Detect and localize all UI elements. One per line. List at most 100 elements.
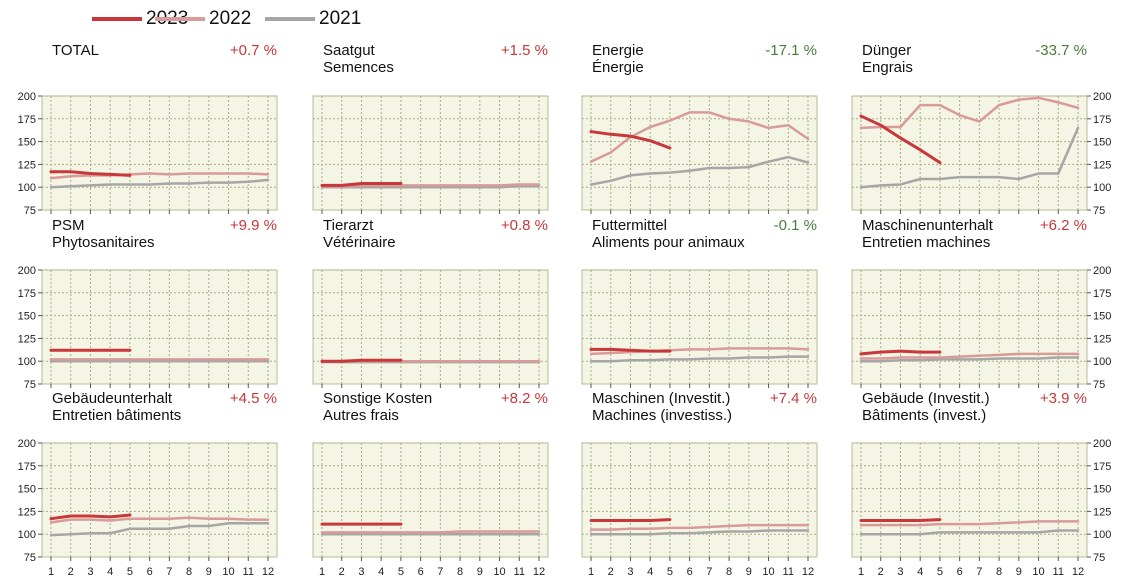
- y-tick-label: 150: [18, 484, 36, 496]
- x-tick-label: 5: [937, 566, 943, 578]
- panel-change: -0.1 %: [774, 217, 817, 234]
- y-tick-label: 125: [1093, 159, 1111, 171]
- y-tick-label: 125: [1093, 333, 1111, 345]
- x-tick-label: 10: [1032, 566, 1044, 578]
- series-line-2022: [320, 530, 541, 534]
- x-tick-label: 9: [206, 566, 212, 578]
- panel-title: Gebäudeunterhalt: [52, 390, 173, 407]
- series-line-2023: [589, 130, 672, 150]
- plot-area: [581, 442, 818, 558]
- panel-title: Sonstige Kosten: [323, 390, 432, 407]
- x-tick-label: 5: [398, 566, 404, 578]
- panel-title: Dünger: [862, 42, 911, 59]
- panel-change: +3.9 %: [1040, 390, 1087, 407]
- series-line-2022: [859, 96, 1080, 130]
- series-line-2023: [49, 170, 132, 177]
- x-tick-label: 3: [358, 566, 364, 578]
- panel-title: Gebäude (Investit.): [862, 390, 990, 407]
- series-line-2021: [320, 185, 541, 189]
- series-line-2022: [320, 183, 541, 188]
- series-line-2021: [49, 178, 270, 189]
- x-tick-label: 6: [957, 566, 963, 578]
- x-tick-label: 11: [243, 566, 254, 578]
- y-tick-label: 75: [1093, 205, 1105, 217]
- panel-title: Maschinenunterhalt: [862, 217, 994, 234]
- panel-change: +0.8 %: [501, 217, 548, 234]
- x-tick-label: 1: [48, 566, 54, 578]
- x-tick-label: 2: [608, 566, 614, 578]
- x-tick-label: 2: [68, 566, 74, 578]
- x-tick-label: 4: [378, 566, 384, 578]
- series-line-2023: [320, 358, 403, 363]
- y-tick-label: 150: [18, 311, 36, 323]
- panel-subtitle: Aliments pour animaux: [592, 234, 745, 251]
- x-tick-label: 9: [746, 566, 752, 578]
- y-tick-label: 200: [1093, 91, 1111, 103]
- x-tick-label: 9: [477, 566, 483, 578]
- x-tick-label: 12: [533, 566, 545, 578]
- legend-swatch-2021: [265, 17, 315, 21]
- y-tick-label: 75: [24, 379, 36, 391]
- x-tick-label: 8: [457, 566, 463, 578]
- x-tick-label: 10: [493, 566, 505, 578]
- x-tick-label: 5: [667, 566, 673, 578]
- series-line-2021: [49, 522, 270, 537]
- panel-subtitle: Vétérinaire: [323, 234, 396, 251]
- x-tick-label: 6: [687, 566, 693, 578]
- series-line-2021: [589, 155, 810, 186]
- panel-change: +8.2 %: [501, 390, 548, 407]
- plot-area: [581, 269, 818, 385]
- y-tick-label: 125: [18, 506, 36, 518]
- series-line-2023: [859, 349, 942, 356]
- panel-subtitle: Énergie: [592, 59, 644, 76]
- x-tick-label: 7: [437, 566, 443, 578]
- plot-area: [312, 442, 549, 558]
- x-tick-label: 9: [1016, 566, 1022, 578]
- panel-title: Tierarzt: [323, 217, 374, 234]
- x-tick-label: 6: [418, 566, 424, 578]
- series-line-2022: [49, 172, 270, 180]
- legend-label: 2021: [319, 8, 362, 29]
- y-tick-label: 200: [18, 91, 36, 103]
- y-tick-label: 175: [1093, 288, 1111, 300]
- plot-area: [851, 269, 1088, 385]
- y-tick-label: 175: [1093, 461, 1111, 473]
- legend-item-2022: 2022: [155, 6, 251, 32]
- x-tick-label: 3: [87, 566, 93, 578]
- series-line-2023: [859, 518, 942, 523]
- y-tick-label: 200: [1093, 438, 1111, 450]
- x-tick-label: 10: [222, 566, 234, 578]
- y-tick-label: 100: [18, 182, 36, 194]
- series-line-2021: [859, 356, 1080, 363]
- y-tick-label: 200: [18, 265, 36, 277]
- panel-subtitle: Engrais: [862, 59, 913, 76]
- y-tick-label: 100: [18, 529, 36, 541]
- panel-title: Saatgut: [323, 42, 376, 59]
- x-tick-label: 7: [166, 566, 172, 578]
- x-tick-label: 1: [319, 566, 325, 578]
- panel-title: PSM: [52, 217, 85, 234]
- y-tick-label: 125: [1093, 506, 1111, 518]
- x-tick-label: 12: [802, 566, 814, 578]
- panel-subtitle: Bâtiments (invest.): [862, 407, 986, 424]
- legend-swatch-2023: [92, 17, 142, 21]
- plot-area: [851, 95, 1088, 211]
- panel-change: +9.9 %: [230, 217, 277, 234]
- panel-change: +4.5 %: [230, 390, 277, 407]
- x-tick-label: 4: [647, 566, 653, 578]
- x-tick-label: 8: [726, 566, 732, 578]
- x-tick-label: 8: [186, 566, 192, 578]
- x-tick-label: 4: [107, 566, 113, 578]
- panel-title: Maschinen (Investit.): [592, 390, 730, 407]
- panel-title: Energie: [592, 42, 644, 59]
- panel-subtitle: Machines (investiss.): [592, 407, 732, 424]
- x-tick-label: 2: [339, 566, 345, 578]
- panel-subtitle: Phytosanitaires: [52, 234, 155, 251]
- panel-change: +6.2 %: [1040, 217, 1087, 234]
- legend-swatch-2022: [155, 17, 205, 21]
- legend-item-2021: 2021: [265, 6, 361, 32]
